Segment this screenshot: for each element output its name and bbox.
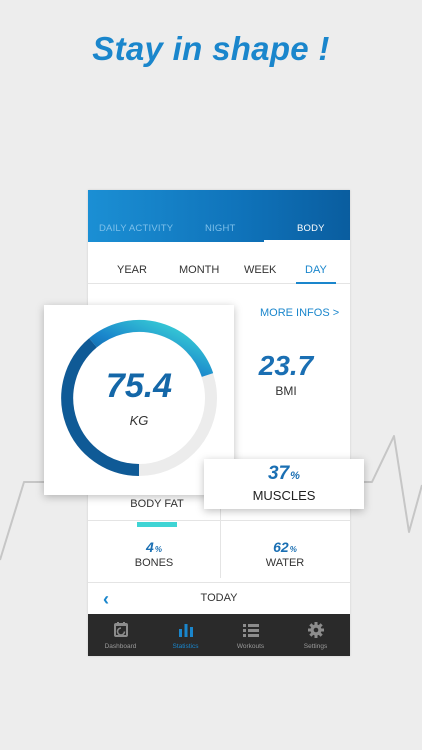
body-fat-indicator [137,522,177,527]
weight-unit: KG [129,413,149,428]
muscles-card[interactable]: 37% MUSCLES [204,459,364,509]
nav-label-settings: Settings [303,643,328,650]
nav-settings[interactable]: Settings [283,614,348,656]
top-tab-bar: DAILY ACTIVITY NIGHT BODY [88,190,350,242]
nav-statistics[interactable]: Statistics [153,614,218,656]
weight-card[interactable]: 75.4 KG [44,305,234,495]
body-fat-label: BODY FAT [130,498,184,510]
date-navigation: ‹ TODAY [88,582,350,614]
water-label: WATER [265,557,305,569]
nav-workouts[interactable]: Workouts [218,614,283,656]
nav-dashboard[interactable]: Dashboard [88,614,153,656]
chevron-left-icon[interactable]: ‹ [103,589,109,609]
bmi-label: BMI [275,384,297,398]
bar-chart-icon [179,624,193,637]
tab-day[interactable]: DAY [305,264,327,276]
date-label: TODAY [200,592,238,604]
muscles-value: 37% [268,463,300,484]
nav-label-statistics: Statistics [172,643,199,650]
bones-value: 4% [146,539,162,555]
weight-value: 75.4 [105,367,173,405]
more-infos-link[interactable]: MORE INFOS > [260,307,340,319]
range-tab-bar: YEAR MONTH WEEK DAY [88,242,350,284]
list-icon [243,624,259,637]
tab-year[interactable]: YEAR [117,264,147,276]
bmi-value: 23.7 [258,350,314,381]
weight-progress-ring [61,319,217,476]
nav-label-workouts: Workouts [236,643,265,650]
dashboard-icon [114,622,128,637]
grid-divider-horizontal [88,520,350,521]
water-value: 62% [273,539,297,555]
tab-body[interactable]: BODY [297,223,325,234]
gear-icon [308,622,324,638]
grid-divider-vertical [220,480,221,578]
tab-night[interactable]: NIGHT [205,223,236,234]
nav-label-dashboard: Dashboard [104,643,137,650]
tab-month[interactable]: MONTH [179,264,220,276]
bones-label: BONES [134,557,174,569]
tab-daily-activity[interactable]: DAILY ACTIVITY [99,223,174,234]
muscles-label: MUSCLES [252,488,316,503]
bottom-navigation: Dashboard Statistics Workouts [88,614,350,656]
headline: Stay in shape ! [92,30,330,67]
tab-week[interactable]: WEEK [244,264,277,276]
range-active-indicator [296,282,336,284]
tab-active-indicator [264,240,350,242]
